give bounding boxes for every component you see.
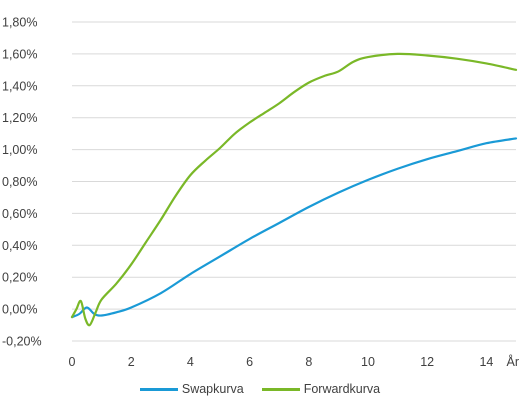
legend: Swapkurva Forwardkurva <box>0 378 520 400</box>
legend-label-swapkurva: Swapkurva <box>181 382 244 396</box>
x-tick-label: 10 <box>361 355 375 369</box>
y-tick-label: -0,20% <box>2 335 42 349</box>
y-tick-label: 0,40% <box>2 239 37 253</box>
x-tick-label: 4 <box>187 355 194 369</box>
y-tick-label: 1,20% <box>2 111 37 125</box>
x-tick-label: 12 <box>420 355 434 369</box>
y-axis-ticks: -0,20% 0,00% 0,20% 0,40% 0,60% 0,80% 1,00% 1,20… <box>2 16 42 349</box>
legend-label-forwardkurva: Forwardkurva <box>303 382 381 396</box>
legend-item-swapkurva: Swapkurva <box>139 382 244 396</box>
legend-swatch-forwardkurva <box>261 387 300 391</box>
series-line-forwardkurva <box>70 52 518 327</box>
x-axis-ticks: 0 2 4 6 8 10 12 14 År <box>69 354 519 369</box>
series-line-swapkurva <box>70 137 518 319</box>
y-tick-label: 1,40% <box>2 79 37 93</box>
line-chart: -0,20% 0,00% 0,20% 0,40% 0,60% 0,80% 1,00% 1,20… <box>2 16 519 370</box>
y-tick-label: 0,80% <box>2 175 37 189</box>
y-tick-label: 1,00% <box>2 143 37 157</box>
x-tick-label: 2 <box>128 355 135 369</box>
legend-item-forwardkurva: Forwardkurva <box>261 382 381 396</box>
y-tick-label: 1,60% <box>2 47 37 61</box>
x-tick-label: 14 <box>479 355 493 369</box>
x-axis-unit-label: År <box>507 354 520 369</box>
series-lines <box>70 52 518 327</box>
y-tick-label: 0,20% <box>2 271 37 285</box>
y-tick-label: 0,60% <box>2 207 37 221</box>
x-tick-label: 6 <box>246 355 253 369</box>
y-tick-label: 0,00% <box>2 303 37 317</box>
y-tick-label: 1,80% <box>2 16 37 30</box>
gridlines <box>72 21 516 342</box>
x-tick-label: 8 <box>305 355 312 369</box>
legend-swatch-swapkurva <box>139 387 178 391</box>
x-tick-label: 0 <box>69 355 76 369</box>
